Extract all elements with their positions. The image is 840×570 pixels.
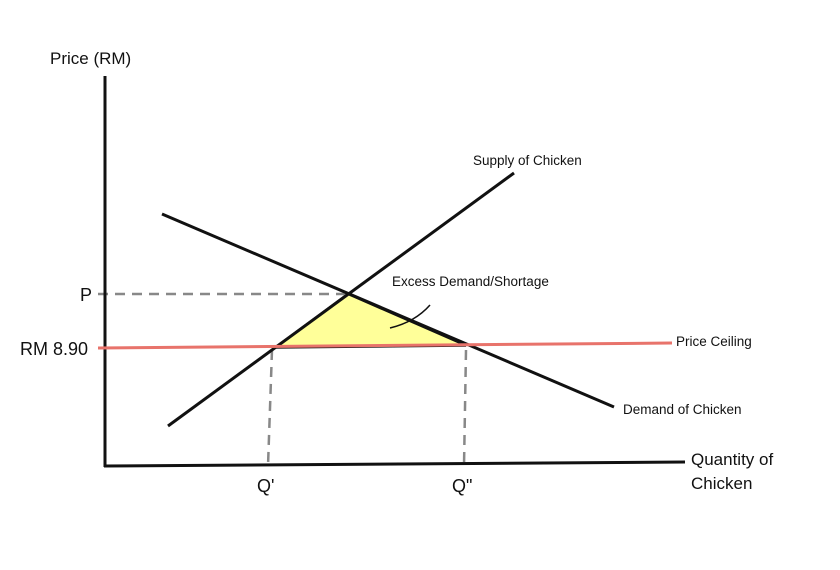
supply-curve <box>167 171 515 428</box>
shortage-pointer <box>389 304 431 329</box>
x-axis <box>103 460 686 468</box>
x-axis-label-line1: Quantity of <box>691 450 773 469</box>
demand-curve <box>161 212 615 409</box>
q-prime-label: Q' <box>257 476 274 496</box>
q-double-prime-label: Q" <box>452 476 472 496</box>
y-axis-label: Price (RM) <box>50 49 131 68</box>
x-axis-label-line2: Chicken <box>691 474 752 493</box>
shortage-label: Excess Demand/Shortage <box>392 274 549 289</box>
q-prime-dashed-line <box>266 349 274 467</box>
supply-label: Supply of Chicken <box>473 153 582 168</box>
price-p-label: P <box>80 285 92 305</box>
price-ceiling-line <box>97 341 673 350</box>
q-double-prime-dashed-line <box>462 349 468 467</box>
price-ceiling-label: Price Ceiling <box>676 334 752 349</box>
price-ceiling-value-label: RM 8.90 <box>20 339 88 359</box>
demand-label: Demand of Chicken <box>623 402 742 417</box>
